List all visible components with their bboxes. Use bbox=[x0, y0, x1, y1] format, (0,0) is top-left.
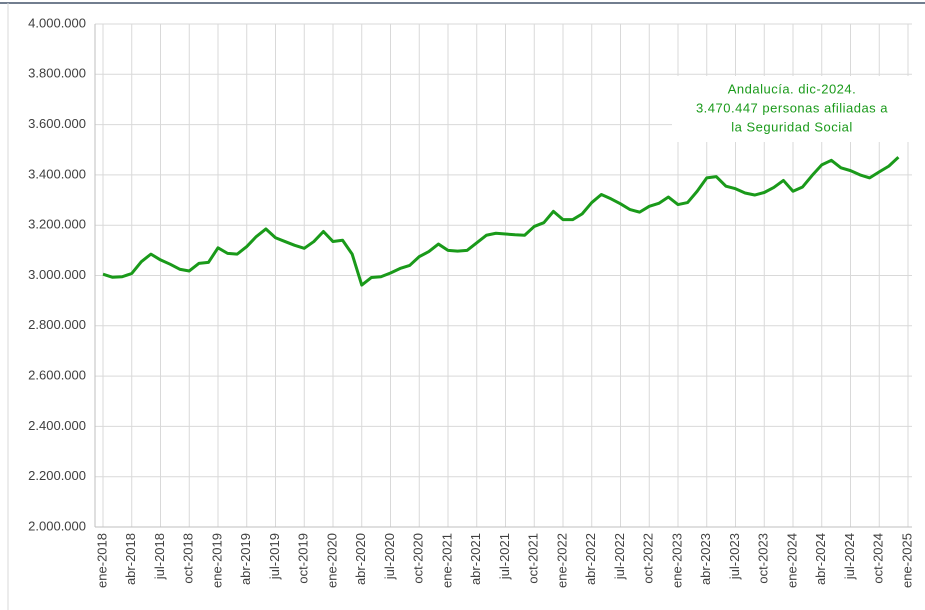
x-tick-label: jul-2020 bbox=[382, 533, 397, 580]
annotation: Andalucía. dic-2024. bbox=[728, 81, 857, 96]
x-tick-label: abr-2019 bbox=[238, 533, 253, 585]
series-line bbox=[102, 156, 900, 287]
x-tick-label: ene-2018 bbox=[94, 533, 109, 588]
y-tick-label: 2.000.000 bbox=[28, 518, 86, 533]
x-tick-label: ene-2019 bbox=[209, 533, 224, 588]
y-tick-label: 4.000.000 bbox=[28, 15, 86, 30]
x-tick-label: abr-2022 bbox=[583, 533, 598, 585]
x-tick-label: jul-2019 bbox=[267, 533, 282, 580]
x-tick-label: ene-2025 bbox=[899, 533, 914, 588]
y-tick-label: 2.600.000 bbox=[28, 368, 86, 383]
x-tick-label: oct-2019 bbox=[296, 533, 311, 584]
x-tick-label: abr-2023 bbox=[698, 533, 713, 585]
x-tick-label: ene-2021 bbox=[439, 533, 454, 588]
x-tick-label: jul-2022 bbox=[612, 533, 627, 580]
x-tick-label: abr-2021 bbox=[468, 533, 483, 585]
y-tick-label: 3.600.000 bbox=[28, 116, 86, 131]
y-tick-label: 2.400.000 bbox=[28, 418, 86, 433]
x-tick-label: ene-2020 bbox=[324, 533, 339, 588]
y-tick-label: 3.000.000 bbox=[28, 267, 86, 282]
x-tick-label: abr-2020 bbox=[353, 533, 368, 585]
x-tick-label: ene-2022 bbox=[554, 533, 569, 588]
y-tick-label: 3.400.000 bbox=[28, 166, 86, 181]
y-tick-label: 2.800.000 bbox=[28, 317, 86, 332]
annotation: 3.470.447 personas afiliadas a bbox=[696, 100, 888, 115]
x-tick-label: jul-2021 bbox=[497, 533, 512, 580]
x-tick-label: oct-2023 bbox=[756, 533, 771, 584]
x-tick-label: ene-2024 bbox=[784, 533, 799, 588]
y-tick-label: 3.800.000 bbox=[28, 66, 86, 81]
x-tick-label: oct-2020 bbox=[411, 533, 426, 584]
x-tick-label: oct-2021 bbox=[526, 533, 541, 584]
y-tick-label: 2.200.000 bbox=[28, 468, 86, 483]
x-tick-label: oct-2024 bbox=[871, 533, 886, 584]
y-tick-label: 3.200.000 bbox=[28, 217, 86, 232]
x-tick-label: jul-2018 bbox=[152, 533, 167, 580]
x-tick-label: jul-2024 bbox=[842, 533, 857, 580]
x-tick-label: oct-2022 bbox=[641, 533, 656, 584]
annotation: la Seguridad Social bbox=[731, 119, 853, 134]
annotation-box bbox=[672, 76, 912, 142]
x-tick-label: oct-2018 bbox=[181, 533, 196, 584]
x-tick-label: abr-2018 bbox=[123, 533, 138, 585]
x-tick-label: ene-2023 bbox=[669, 533, 684, 588]
x-tick-label: jul-2023 bbox=[727, 533, 742, 580]
x-tick-label: abr-2024 bbox=[813, 533, 828, 585]
